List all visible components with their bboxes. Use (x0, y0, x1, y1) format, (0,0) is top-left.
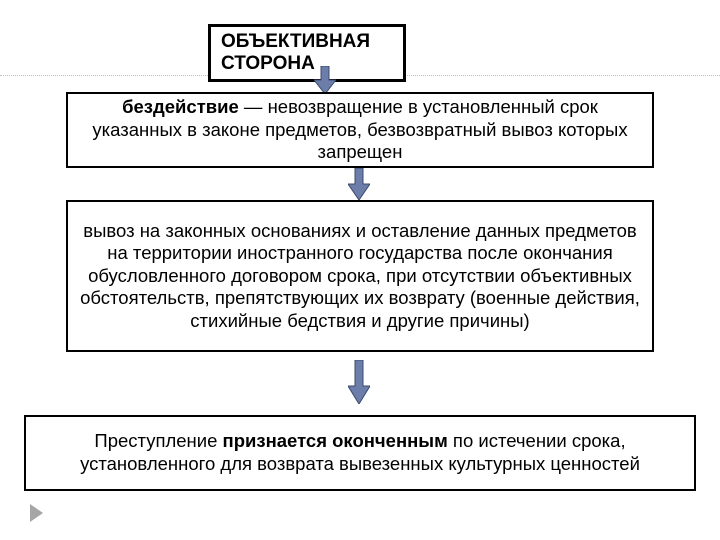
header-line2: СТОРОНА (221, 53, 393, 75)
box1-bold: бездействие (122, 96, 239, 117)
header-box: ОБЪЕКТИВНАЯ СТОРОНА (208, 24, 406, 82)
header-line1: ОБЪЕКТИВНАЯ (221, 31, 393, 53)
box2-text: вывоз на законных основаниях и оставлени… (68, 214, 652, 339)
box3-bold: признается оконченным (223, 430, 453, 451)
box-definition: бездействие — невозвращение в установлен… (66, 92, 654, 168)
chevron-right-icon (30, 504, 43, 522)
box3-pre: Преступление (94, 430, 222, 451)
arrow-2 (348, 168, 370, 200)
box-details: вывоз на законных основаниях и оставлени… (66, 200, 654, 352)
box-conclusion: Преступление признается оконченным по ис… (24, 415, 696, 491)
arrow-3 (348, 360, 370, 404)
